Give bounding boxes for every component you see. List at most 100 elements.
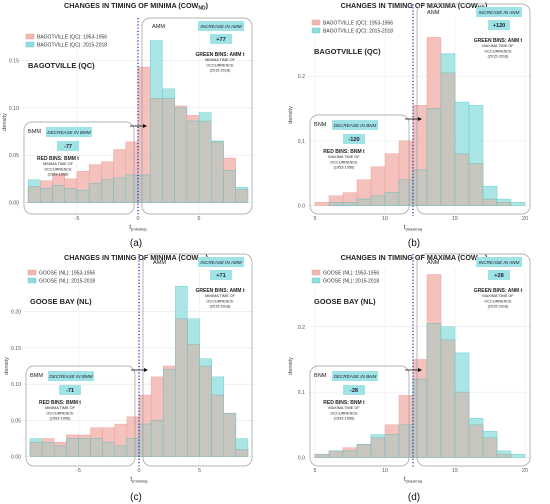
after-change-label: INCREASE IN AMM	[200, 24, 241, 29]
bar-overlap	[235, 449, 249, 457]
after-value-callout	[210, 34, 232, 44]
before-note-line: MAXIMA TIME OF	[328, 406, 360, 410]
station-label: GOOSE BAY (NL)	[30, 297, 92, 306]
chart-panel-3: CHANGES IN TIMING OF MINIMA (COWND) 0.00 0…	[4, 253, 254, 503]
bar-overlap	[137, 174, 151, 203]
bar-overlap	[150, 420, 164, 457]
y-tick-label: 0.00	[9, 201, 19, 207]
shift-arrow-head	[418, 368, 422, 372]
before-note-line: OCCURRENCE	[330, 411, 358, 415]
bar-early	[314, 202, 330, 206]
bar-overlap	[398, 424, 414, 458]
legend-entry-early: GOOSE (NL): 1953-1956	[39, 271, 95, 277]
after-change-value: +77	[216, 37, 226, 43]
y-tick-label: 0.2	[298, 74, 305, 80]
bar-overlap	[114, 445, 128, 457]
bar-overlap	[482, 437, 498, 458]
bar-overlap	[454, 153, 470, 206]
x-tick-label: 5	[314, 468, 317, 474]
bar-overlap	[440, 72, 456, 206]
y-tick-label: 0.05	[9, 153, 19, 159]
bar-overlap	[468, 424, 484, 458]
after-note-line: GREEN BINS: ANM t	[474, 38, 523, 44]
chart-title: CHANGES IN TIMING OF MAXIMA (COWND)	[341, 253, 488, 264]
chart-title: CHANGES IN TIMING OF MINIMA (COWND)	[64, 253, 209, 264]
legend-entry-recent: BAGOTVILLE (QC): 2015-2018	[37, 43, 107, 49]
before-value-callout	[343, 385, 365, 395]
x-tick-label: 5	[314, 216, 317, 222]
bar-overlap	[162, 369, 176, 457]
bar-overlap	[496, 453, 512, 458]
chart-panel-4: CHANGES IN TIMING OF MAXIMA (COWND) 0.0 0.…	[288, 253, 532, 503]
bar-overlap	[90, 438, 103, 457]
bar-overlap	[384, 192, 400, 206]
before-note-line: (1953-1956)	[334, 417, 355, 421]
before-change-label: DECREASE IN BMM	[49, 374, 92, 379]
chart-panel-1: CHANGES IN TIMING OF MINIMA (COWND) 0.00 0…	[2, 1, 254, 249]
x-tick-label: 15	[452, 468, 458, 474]
legend-swatch-early	[25, 33, 35, 40]
legend-entry-recent: BAGOTVILLE (QC): 2015-2018	[323, 29, 393, 35]
x-tick-label: 10	[382, 216, 388, 222]
bar-overlap	[52, 185, 65, 203]
after-note-line: MINIMA TIME OF	[205, 294, 236, 298]
legend-swatch-early	[311, 269, 321, 276]
bar-overlap	[398, 179, 414, 206]
legend-entry-early: GOOSE (NL): 1953-1956	[323, 271, 379, 277]
after-note-line: (2015-2018)	[210, 305, 231, 309]
after-note-line: MINIMA TIME OF	[205, 58, 236, 62]
bar-overlap	[342, 202, 358, 206]
y-axis-label: density	[288, 357, 294, 375]
panel-label: (a)	[130, 238, 142, 249]
chart-title: CHANGES IN TIMING OF MINIMA (COWND)	[64, 1, 209, 12]
after-value-callout	[210, 270, 232, 280]
before-group-box	[25, 365, 136, 467]
before-group-box	[23, 121, 135, 215]
x-tick-label: -5	[75, 216, 80, 222]
after-change-label: INCREASE IN AMM	[200, 260, 241, 265]
before-change-label: DECREASE IN BNM	[334, 123, 377, 128]
before-group-box	[309, 365, 410, 467]
x-tick-label: 5	[198, 216, 201, 222]
after-note-line: OCCURRENCE	[484, 299, 512, 303]
bar-overlap	[223, 412, 237, 457]
bar-overlap	[78, 438, 91, 457]
bar-overlap	[468, 163, 484, 206]
x-tick-label: 20	[522, 216, 528, 222]
bar-overlap	[356, 444, 372, 458]
before-change-value: -120	[348, 137, 359, 143]
legend-entry-recent: GOOSE (NL): 2015-2018	[39, 279, 95, 285]
before-note-line: (1953-1956)	[50, 417, 71, 421]
after-note-line: (2015-2018)	[488, 305, 509, 309]
bar-overlap	[235, 189, 249, 203]
bar-overlap	[482, 198, 498, 206]
after-change-value: +28	[494, 273, 504, 279]
bar-overlap	[54, 445, 67, 457]
before-note-line: RED BINS: BMM t	[37, 156, 79, 162]
after-group-box	[142, 253, 253, 467]
legend-swatch-recent	[25, 41, 35, 48]
after-note-line: MAXIMA TIME OF	[482, 44, 514, 48]
before-note-line: MINIMA TIME OF	[43, 162, 74, 166]
bar-overlap	[29, 441, 43, 457]
before-group-box	[309, 114, 410, 215]
after-note-line: GREEN BINS: ANM t	[474, 288, 523, 294]
bar-recent	[510, 202, 526, 206]
chart-title: CHANGES IN TIMING OF MAXIMA (COWND)	[341, 1, 488, 12]
bar-overlap	[211, 141, 224, 203]
bar-overlap	[199, 365, 212, 457]
bar-overlap	[426, 323, 442, 458]
bar-overlap	[101, 179, 114, 203]
legend-entry-early: BAGOTVILLE (QC): 1953-1956	[323, 21, 393, 27]
station-label: GOOSE BAY (NL)	[314, 297, 376, 306]
bar-overlap	[412, 169, 428, 206]
before-change-callout	[332, 120, 378, 130]
before-group-label: BNM	[314, 373, 327, 379]
after-change-value: +71	[216, 273, 226, 279]
bar-overlap	[175, 318, 188, 457]
bar-overlap	[41, 441, 55, 457]
before-group-label: BNM	[314, 122, 327, 128]
bar-overlap	[454, 391, 470, 458]
y-tick-label: 0.1	[298, 139, 305, 145]
after-note-line: GREEN BINS: AMM t	[196, 52, 245, 58]
